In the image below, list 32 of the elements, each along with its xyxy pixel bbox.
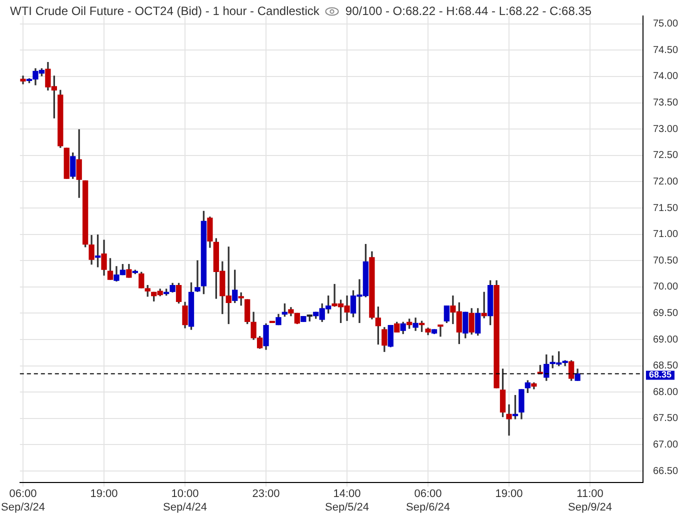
y-tick-label: 71.50	[652, 202, 678, 214]
x-tick-label: 11:00 Sep/9/24	[568, 488, 612, 514]
x-tick-label: 14:00 Sep/5/24	[324, 488, 370, 514]
x-tick-label: 06:00 Sep/3/24	[0, 488, 46, 514]
y-tick-label: 74.50	[652, 44, 678, 56]
x-tick-label: 19:00	[495, 488, 523, 500]
y-tick-label: 70.00	[652, 282, 678, 293]
y-tick-label: 69.50	[652, 308, 678, 319]
y-tick-label: 66.50	[652, 466, 678, 477]
y-tick-label: 72.50	[652, 150, 678, 162]
y-tick-label: 69.00	[652, 334, 678, 346]
candlestick	[194, 260, 200, 292]
candlestick	[438, 324, 444, 337]
y-tick-label: 70.50	[652, 255, 678, 266]
y-tick-label: 73.00	[652, 124, 678, 135]
y-tick-label: 67.00	[652, 439, 678, 450]
y-tick-label: 68.50	[652, 360, 678, 372]
candlestick	[506, 404, 512, 436]
x-tick-label: 23:00	[252, 488, 280, 500]
x-tick-label: 19:00	[90, 488, 118, 500]
y-tick-label: 68.00	[652, 386, 678, 398]
y-tick-label: 71.00	[652, 229, 678, 240]
y-tick-label: 72.00	[652, 176, 678, 188]
y-tick-label: 75.00	[652, 18, 678, 30]
y-tick-label: 73.50	[652, 98, 678, 109]
ref-line-label: 68.35	[648, 370, 672, 380]
chart-title: WTI Crude Oil Future - OCT24 (Bid) - 1 hour - Candlestick	[10, 4, 320, 18]
x-tick-label: 06:00 Sep/6/24	[406, 488, 450, 514]
chart-subtitle: 90/100 - O:68.22 - H:68.44 - L:68.22 - C:68.35	[345, 4, 592, 18]
y-tick-label: 74.00	[652, 71, 678, 82]
x-tick-label: 10:00 Sep/4/24	[162, 488, 208, 514]
y-tick-label: 67.50	[652, 413, 678, 424]
